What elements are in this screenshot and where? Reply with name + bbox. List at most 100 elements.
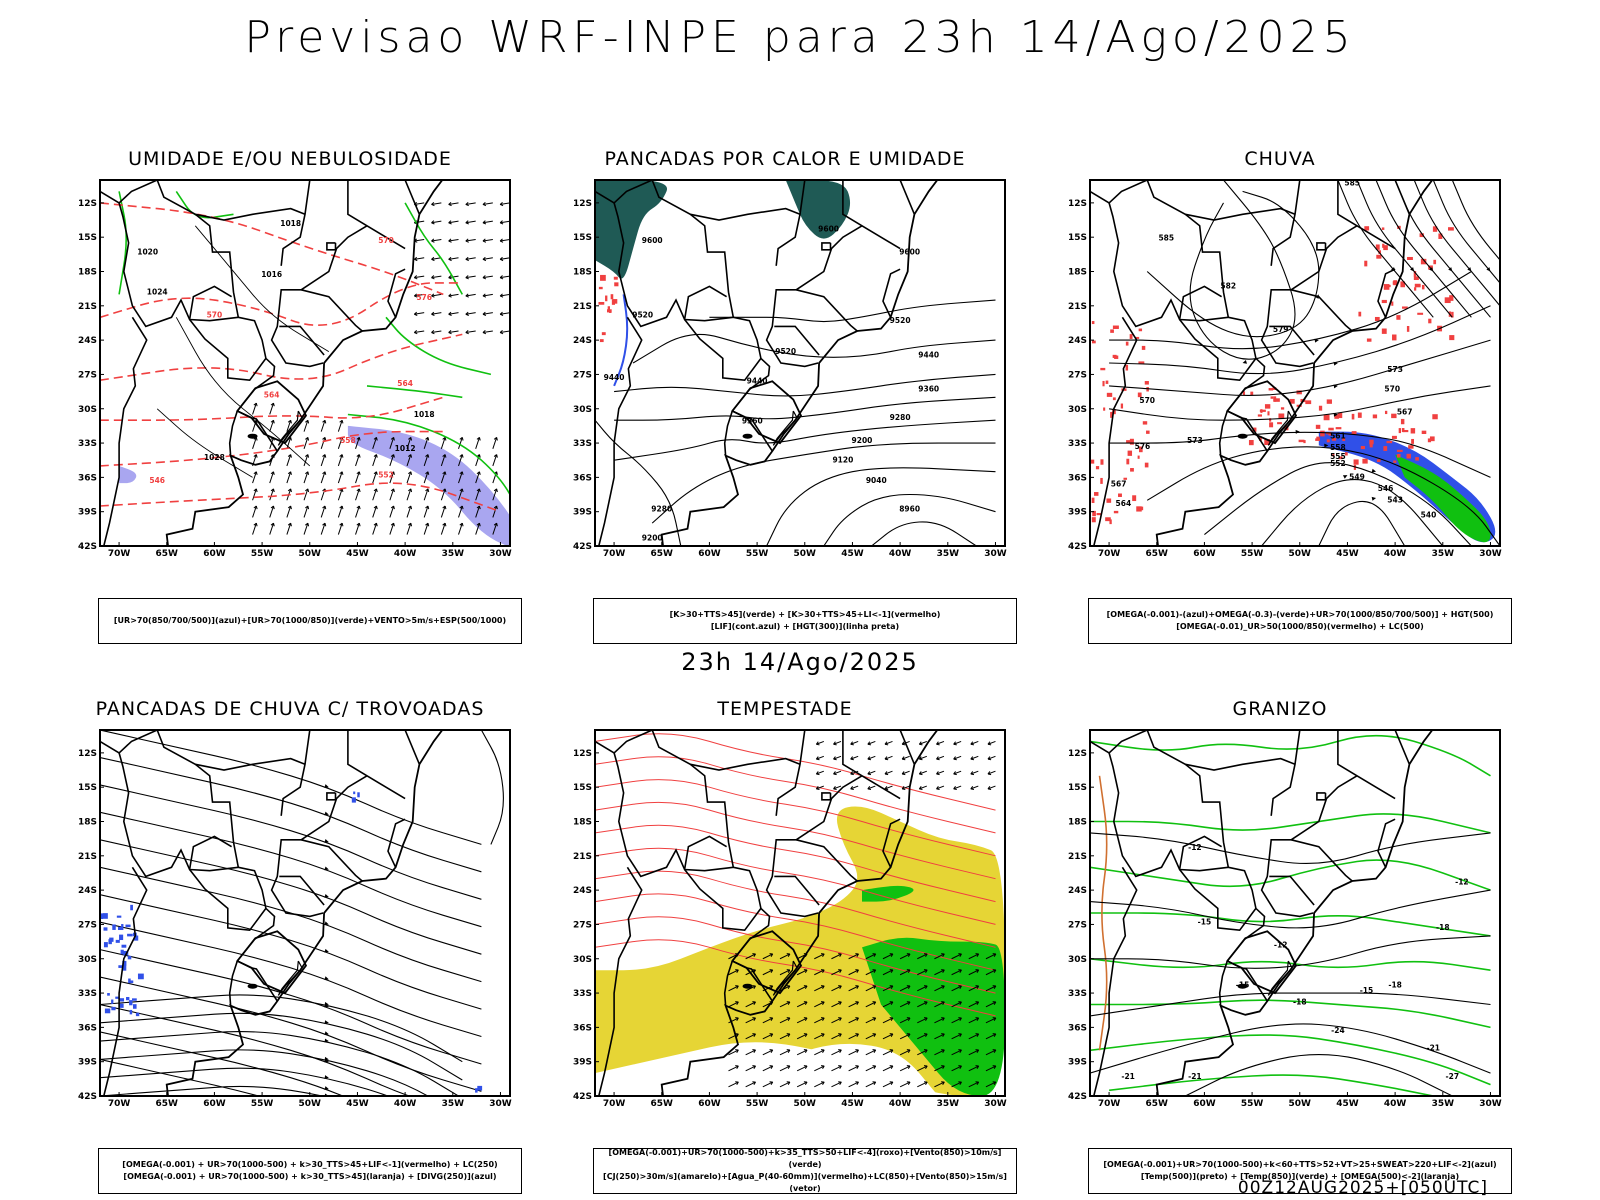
panel-title: CHUVA — [1244, 148, 1316, 170]
lat-label: 30S — [573, 405, 592, 415]
omega500-contour — [1098, 775, 1108, 1051]
wind-vector — [901, 755, 910, 761]
contour-label: -15 — [1198, 917, 1212, 926]
temp850-contour — [1090, 999, 1491, 1029]
streamline — [1451, 180, 1500, 261]
wind-vector — [448, 256, 459, 262]
rain-cell — [1105, 517, 1111, 522]
rain-cell — [1374, 316, 1380, 321]
wind-vector — [865, 1081, 877, 1088]
rain-cell — [1334, 414, 1339, 419]
rain-cell — [1267, 411, 1270, 416]
rain-cell — [1326, 439, 1330, 443]
wind-vector — [465, 275, 476, 280]
rain-cell — [1102, 380, 1105, 387]
contour-label: 576 — [416, 293, 432, 302]
contour-label: -27 — [1446, 1072, 1460, 1081]
flow-arrowhead — [324, 839, 329, 843]
rain-cell — [1342, 437, 1346, 441]
lon-label: 50W — [794, 549, 817, 559]
lon-label: 60W — [203, 1099, 226, 1109]
divergence-cell — [118, 926, 123, 931]
wind-vector — [389, 505, 395, 518]
rain-cell — [1118, 493, 1122, 497]
border-line — [1185, 207, 1296, 221]
rain-cell — [1378, 250, 1382, 254]
wind-vector — [934, 1017, 945, 1024]
streamline — [100, 949, 482, 1065]
lon-label: 30W — [1479, 549, 1502, 559]
wind-vector — [970, 770, 979, 776]
divergence-cell — [475, 1088, 478, 1093]
wind-vector — [867, 755, 876, 761]
wind-vector — [831, 1081, 842, 1088]
border-line — [1108, 752, 1229, 878]
wind-vector — [286, 419, 292, 432]
wind-vector — [252, 488, 258, 501]
border-line — [1291, 289, 1353, 332]
wind-vector — [269, 488, 275, 501]
rain-cell — [1126, 458, 1130, 465]
wind-vector — [475, 522, 481, 535]
rain-cell — [1259, 436, 1262, 441]
coastline — [660, 180, 939, 546]
lagoa-dos-patos — [277, 410, 303, 446]
wind-vector — [899, 969, 911, 976]
border-line — [1218, 960, 1229, 1006]
rain-cell — [1126, 440, 1132, 444]
lon-label: 65W — [156, 1099, 179, 1109]
wind-vector — [482, 293, 493, 298]
rain-cell — [1391, 435, 1397, 439]
legend-line: [OMEGA(-0.001) + UR>70(1000-500) + k>30_… — [122, 1160, 498, 1169]
wind-vector — [499, 238, 510, 243]
wind-vector — [303, 454, 310, 467]
wind-vector — [475, 488, 481, 501]
wind-vector — [745, 1001, 756, 1008]
panel-trovoadas: PANCADAS DE CHUVA C/ TROVOADAS 12S 15S 18S… — [55, 698, 525, 1194]
hgt300-contour — [632, 333, 996, 364]
temp850-contour — [1090, 958, 1491, 971]
wind-vector — [448, 238, 459, 243]
lat-label: 12S — [573, 749, 592, 759]
panel-chuva: CHUVA 585 582 579 573 570 567 570 576 573 567 564 5… — [1045, 148, 1515, 644]
lat-label: 30S — [78, 955, 97, 965]
panel-umidade: UMIDADE E/OU NEBULOSIDADE 1020 1018 1016 10… — [55, 148, 525, 644]
wind-vector — [372, 522, 378, 535]
wind-vector — [475, 505, 481, 518]
rain-cell — [1407, 256, 1413, 260]
wind-vector — [745, 1017, 756, 1024]
lon-label: 65W — [1146, 1099, 1169, 1109]
streamline — [100, 1031, 345, 1096]
wind-vector — [987, 770, 996, 776]
wind-vector — [252, 437, 258, 449]
lon-label: 40W — [394, 1099, 417, 1109]
divergence-cell — [119, 998, 125, 1002]
wind-vector — [475, 437, 481, 449]
wind-vector — [355, 488, 361, 501]
contour-label: 579 — [1273, 325, 1289, 334]
flow-arrowhead — [324, 921, 329, 926]
rain-cell — [1392, 334, 1397, 341]
precip-cell — [612, 299, 618, 304]
lon-label: 30W — [1479, 1099, 1502, 1109]
panel-granizo: GRANIZO -12 -12 -15 -12 -15 -18 -15 -18 -18 -24 -2… — [1045, 698, 1515, 1194]
wind-vector — [918, 740, 927, 746]
wind-vector — [355, 437, 361, 449]
wind-vector — [482, 201, 493, 207]
wind-vector — [499, 330, 510, 335]
wind-850-area — [862, 885, 914, 902]
streamline — [1394, 180, 1491, 318]
precip-cell — [600, 274, 606, 281]
contour-label: 8960 — [899, 505, 920, 514]
border-line — [775, 180, 806, 266]
wind-vector — [901, 785, 910, 790]
lon-label: 70W — [1098, 1099, 1121, 1109]
wind-vector — [440, 505, 447, 518]
lat-label: 15S — [573, 783, 592, 793]
divergence-cell — [137, 973, 144, 980]
wind-vector — [951, 969, 962, 976]
wind-vector — [269, 471, 275, 484]
humidity-contour-low — [385, 316, 492, 376]
map-trovoadas: 12S 15S 18S 21S 24S 27S 30S 33S 36S 39S 42S 70W 65W 6… — [78, 729, 512, 1109]
divergence-cell — [121, 964, 127, 971]
